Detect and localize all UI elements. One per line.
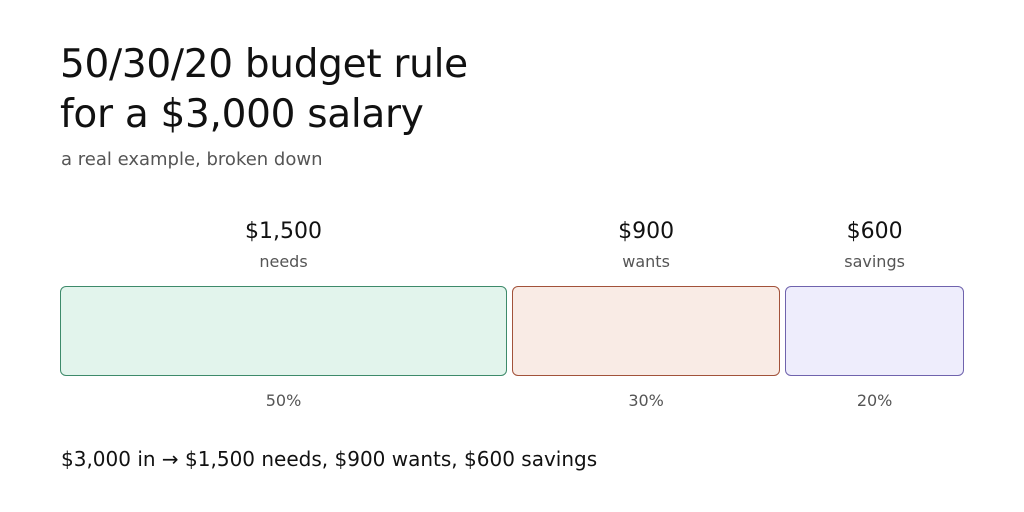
category-label-wants: wants	[622, 252, 670, 271]
bar-savings	[785, 286, 964, 376]
value-label-wants: $900	[618, 219, 675, 244]
title-line-1: 50/30/20 budget rule	[60, 42, 468, 87]
percent-label-needs: 50%	[265, 391, 302, 410]
title-line-2: for a $3,000 salary	[60, 92, 424, 137]
value-label-needs: $1,500	[245, 219, 322, 244]
bar-wants	[512, 286, 781, 376]
bar-needs	[60, 286, 507, 376]
page-title: 50/30/20 budget rule for a $3,000 salary	[60, 40, 468, 140]
subtitle: a real example, broken down	[61, 149, 323, 170]
category-label-savings: savings	[844, 252, 905, 271]
category-label-needs: needs	[259, 252, 308, 271]
summary-line: $3,000 in → $1,500 needs, $900 wants, $6…	[61, 447, 598, 471]
percent-label-savings: 20%	[856, 391, 893, 410]
value-label-savings: $600	[846, 219, 903, 244]
percent-label-wants: 30%	[628, 391, 664, 410]
